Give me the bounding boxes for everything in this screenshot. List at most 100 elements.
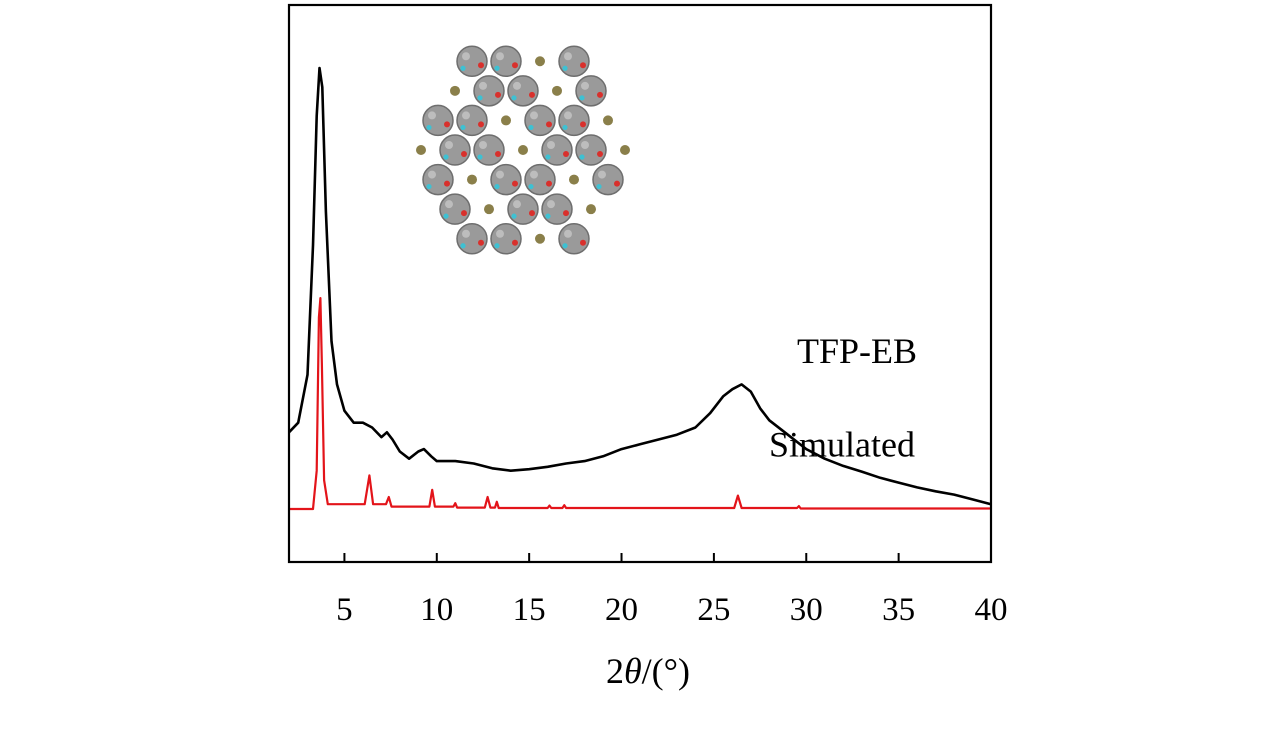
inset-atom bbox=[484, 204, 494, 215]
inset-atom bbox=[416, 145, 426, 155]
inset-nitrogen bbox=[545, 154, 551, 160]
inset-node-detail bbox=[462, 52, 470, 61]
inset-node bbox=[524, 104, 556, 137]
inset-oxygen bbox=[614, 180, 620, 187]
inset-node-detail bbox=[581, 81, 589, 90]
inset-node bbox=[473, 134, 505, 166]
inset-oxygen bbox=[495, 151, 501, 157]
series-line-simulated bbox=[289, 297, 991, 511]
inset-node-detail bbox=[547, 200, 555, 209]
inset-node-detail bbox=[513, 200, 521, 209]
x-tick-label: 25 bbox=[697, 592, 730, 628]
inset-nitrogen bbox=[426, 183, 432, 190]
inset-node bbox=[456, 222, 488, 255]
inset-oxygen bbox=[478, 121, 484, 128]
inset-nitrogen bbox=[426, 124, 432, 131]
x-tick-label: 15 bbox=[513, 592, 546, 628]
x-tick-label: 5 bbox=[336, 592, 353, 628]
inset-node bbox=[456, 104, 488, 137]
inset-nitrogen bbox=[477, 154, 483, 160]
inset-oxygen bbox=[580, 62, 586, 69]
inset-nitrogen bbox=[460, 243, 466, 249]
inset-atom bbox=[603, 115, 613, 126]
inset-nitrogen bbox=[443, 213, 449, 219]
inset-oxygen bbox=[478, 62, 484, 69]
plot-frame bbox=[287, 3, 993, 564]
inset-oxygen bbox=[546, 180, 552, 187]
inset-node bbox=[558, 104, 590, 137]
inset-node-detail bbox=[530, 170, 538, 179]
inset-node-detail bbox=[479, 81, 487, 90]
inset-oxygen bbox=[478, 239, 484, 246]
inset-oxygen bbox=[529, 210, 535, 217]
inset-node bbox=[541, 193, 573, 225]
inset-oxygen bbox=[512, 180, 518, 187]
inset-oxygen bbox=[546, 121, 552, 128]
inset-node bbox=[592, 163, 624, 196]
x-tick-label: 35 bbox=[882, 592, 915, 628]
inset-nitrogen bbox=[460, 124, 466, 131]
inset-node-detail bbox=[496, 229, 504, 238]
inset-nitrogen bbox=[562, 65, 568, 71]
inset-node-detail bbox=[547, 141, 555, 149]
inset-node-detail bbox=[564, 111, 572, 120]
inset-nitrogen bbox=[511, 95, 517, 101]
inset-node bbox=[422, 104, 454, 137]
inset-nitrogen bbox=[579, 95, 585, 101]
inset-oxygen bbox=[580, 239, 586, 246]
inset-atom bbox=[467, 174, 477, 185]
inset-oxygen bbox=[512, 62, 518, 69]
inset-atom bbox=[535, 233, 545, 244]
x-tick-label: 20 bbox=[605, 592, 638, 628]
inset-nitrogen bbox=[443, 154, 449, 160]
inset-node bbox=[575, 134, 607, 166]
inset-node-detail bbox=[564, 229, 572, 238]
inset-node bbox=[558, 222, 590, 255]
inset-oxygen bbox=[512, 239, 518, 246]
inset-oxygen bbox=[597, 91, 603, 98]
inset-node bbox=[541, 134, 573, 166]
inset-nitrogen bbox=[528, 124, 534, 131]
x-tick-label: 10 bbox=[420, 592, 453, 628]
inset-oxygen bbox=[495, 91, 501, 98]
inset-node-detail bbox=[445, 200, 453, 209]
inset-node-detail bbox=[462, 111, 470, 120]
inset-node bbox=[507, 75, 539, 107]
series-label-simulated: Simulated bbox=[769, 424, 915, 464]
inset-nitrogen bbox=[562, 124, 568, 131]
inset-node bbox=[422, 163, 454, 196]
series-layer bbox=[288, 66, 992, 511]
inset-node bbox=[558, 45, 590, 78]
inset-atom bbox=[586, 204, 596, 215]
inset-node bbox=[456, 45, 488, 78]
inset-nitrogen bbox=[528, 183, 534, 190]
inset-node-detail bbox=[496, 170, 504, 179]
series-line-tfp-eb bbox=[288, 66, 992, 506]
inset-oxygen bbox=[444, 180, 450, 187]
inset-node-detail bbox=[581, 141, 589, 149]
inset-node-detail bbox=[530, 111, 538, 120]
inset-oxygen bbox=[597, 151, 603, 157]
inset-node-detail bbox=[479, 141, 487, 149]
inset-oxygen bbox=[563, 151, 569, 157]
inset-node bbox=[575, 75, 607, 107]
inset-node bbox=[490, 45, 522, 78]
inset-node-detail bbox=[445, 141, 453, 149]
inset-node bbox=[439, 134, 471, 166]
inset-node bbox=[439, 193, 471, 225]
inset-nitrogen bbox=[494, 65, 500, 71]
inset-oxygen bbox=[444, 121, 450, 128]
inset-node-detail bbox=[564, 52, 572, 61]
inset-node bbox=[524, 163, 556, 196]
inset-node bbox=[473, 75, 505, 107]
x-tick-label: 30 bbox=[790, 592, 823, 628]
inset-nitrogen bbox=[477, 95, 483, 101]
inset-nitrogen bbox=[511, 213, 517, 219]
inset-nitrogen bbox=[545, 213, 551, 219]
inset-atom bbox=[535, 56, 545, 67]
inset-atom bbox=[450, 85, 460, 96]
inset-nitrogen bbox=[596, 183, 602, 190]
series-label-tfp-eb: TFP-EB bbox=[797, 331, 917, 371]
inset-atom bbox=[569, 174, 579, 185]
